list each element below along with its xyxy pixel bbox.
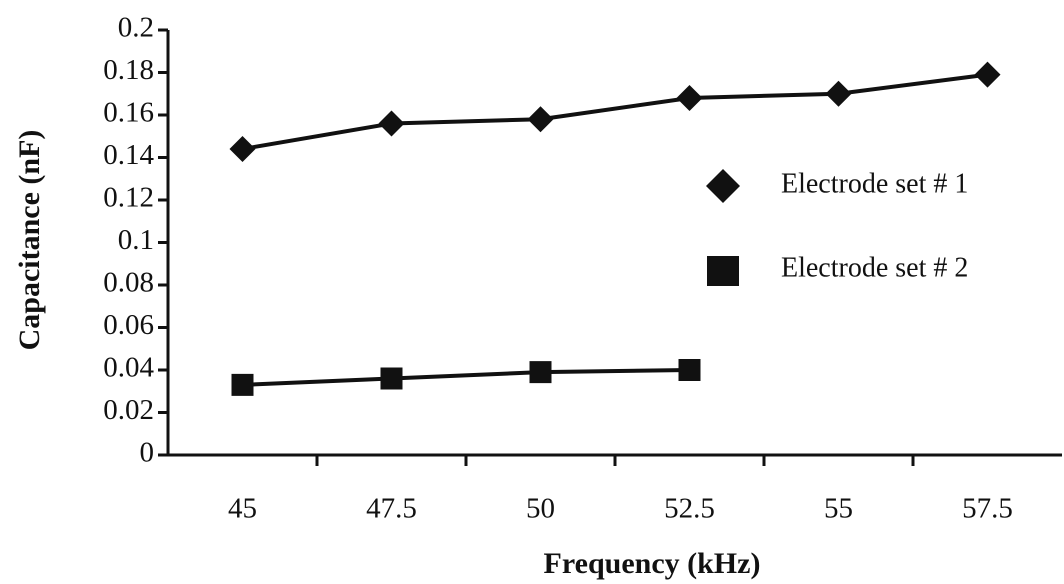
x-tick-label: 57.5 xyxy=(962,493,1013,525)
data-point xyxy=(676,85,703,111)
x-tick-label: 45 xyxy=(228,493,257,525)
data-point xyxy=(974,61,1001,88)
y-tick-label: 0 xyxy=(140,437,155,469)
legend-label: Electrode set # 1 xyxy=(781,168,968,199)
y-tick-label: 0.1 xyxy=(118,224,154,256)
series-line xyxy=(242,368,690,387)
legend-marker xyxy=(707,256,739,286)
y-tick-label: 0.14 xyxy=(103,139,154,171)
y-tick-label: 0.12 xyxy=(103,182,154,214)
data-point xyxy=(229,136,256,162)
y-tick-label: 0.08 xyxy=(103,267,154,299)
data-point xyxy=(231,373,254,396)
x-tick-label: 50 xyxy=(526,493,555,525)
data-point xyxy=(380,367,403,390)
y-tick-label: 0.06 xyxy=(103,309,154,341)
y-tick-label: 0.16 xyxy=(103,97,154,129)
data-point xyxy=(527,106,554,133)
data-point xyxy=(529,361,552,384)
y-tick-label: 0.2 xyxy=(118,12,154,44)
x-tick-label: 47.5 xyxy=(366,493,417,525)
series-line xyxy=(242,72,988,151)
y-tick-label: 0.04 xyxy=(103,352,154,384)
data-point xyxy=(378,110,405,137)
y-tick-label: 0.18 xyxy=(103,54,154,86)
data-point xyxy=(678,359,701,381)
y-axis-title: Capacitance (nF) xyxy=(13,130,46,351)
x-axis-title: Frequency (kHz) xyxy=(544,547,761,580)
x-tick-label: 52.5 xyxy=(664,493,715,525)
legend-label: Electrode set # 2 xyxy=(781,252,968,283)
data-point xyxy=(825,80,852,107)
x-tick-label: 55 xyxy=(824,493,853,525)
y-tick-label: 0.02 xyxy=(103,394,154,426)
legend-marker xyxy=(706,169,740,203)
